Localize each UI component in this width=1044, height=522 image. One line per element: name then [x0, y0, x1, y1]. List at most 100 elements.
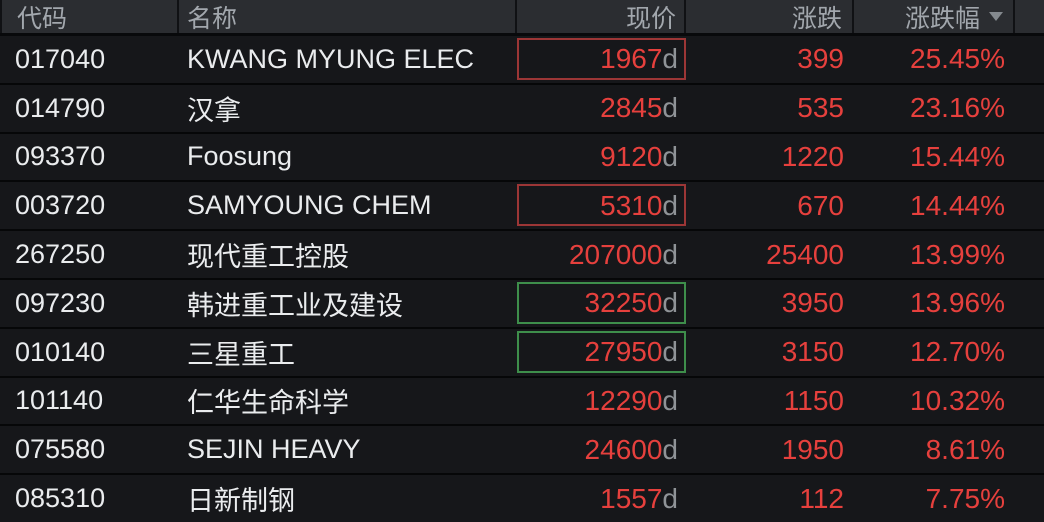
- row-spacer: [1015, 36, 1044, 83]
- table-row[interactable]: 267250 现代重工控股 207000 d 25400 13.99%: [0, 229, 1044, 278]
- stock-code: 075580: [15, 434, 106, 465]
- cell-change: 399: [686, 36, 854, 83]
- change-value: 112: [799, 482, 844, 514]
- price-suffix: d: [662, 43, 678, 75]
- table-row[interactable]: 014790 汉拿 2845 d 535 23.16%: [0, 82, 1044, 132]
- stock-code: 097230: [15, 287, 106, 318]
- stock-code: 267250: [15, 239, 106, 270]
- change-percent-value: 12.70%: [910, 336, 1005, 368]
- column-header-code[interactable]: 代码: [0, 0, 179, 33]
- column-header-change-percent[interactable]: 涨跌幅: [854, 0, 1015, 33]
- cell-current-price: 207000 d: [517, 231, 686, 278]
- table-row[interactable]: 097230 韩进重工业及建设 32250 d 3950 13.96%: [0, 277, 1044, 327]
- stock-name: KWANG MYUNG ELEC: [187, 43, 475, 74]
- change-value: 670: [797, 189, 844, 221]
- cell-change: 535: [686, 85, 854, 132]
- change-percent-value: 10.32%: [910, 384, 1005, 416]
- cell-stock-code: 014790: [0, 85, 179, 132]
- price-suffix: d: [662, 140, 678, 172]
- table-row[interactable]: 101140 仁华生命科学 12290 d 1150 10.32%: [0, 375, 1044, 425]
- current-price: 207000: [568, 238, 663, 270]
- cell-stock-name: 现代重工控股: [179, 231, 517, 278]
- cell-current-price: 1557 d: [517, 475, 686, 522]
- cell-current-price: 27950 d: [517, 329, 686, 376]
- stock-code: 101140: [15, 385, 104, 416]
- cell-change: 3150: [686, 329, 854, 376]
- cell-stock-name: 日新制钢: [179, 475, 517, 522]
- table-row[interactable]: 085310 日新制钢 1557 d 112 7.75%: [0, 473, 1044, 522]
- stock-name: 仁华生命科学: [187, 388, 349, 419]
- stock-code: 093370: [15, 141, 106, 172]
- change-percent-value: 7.75%: [925, 482, 1005, 514]
- cell-change-percent: 23.16%: [854, 85, 1015, 132]
- table-body: 017040 KWANG MYUNG ELEC 1967 d 399 25.45…: [0, 36, 1044, 522]
- row-spacer: [1015, 329, 1044, 376]
- column-header-change[interactable]: 涨跌: [686, 0, 854, 33]
- table-row[interactable]: 093370 Foosung 9120 d 1220 15.44%: [0, 131, 1044, 181]
- cell-stock-code: 267250: [0, 231, 179, 278]
- stock-name: 现代重工控股: [187, 242, 349, 273]
- change-value: 535: [797, 92, 844, 124]
- cell-change-percent: 10.32%: [854, 378, 1015, 425]
- cell-change: 1220: [686, 134, 854, 181]
- cell-current-price: 12290 d: [517, 378, 686, 425]
- cell-stock-code: 010140: [0, 329, 179, 376]
- table-row[interactable]: 017040 KWANG MYUNG ELEC 1967 d 399 25.45…: [0, 36, 1044, 83]
- change-value: 25400: [766, 238, 844, 270]
- current-price: 27950: [584, 336, 663, 368]
- stock-name: 三星重工: [187, 339, 295, 370]
- cell-change-percent: 15.44%: [854, 134, 1015, 181]
- cell-change-percent: 13.99%: [854, 231, 1015, 278]
- price-suffix: d: [662, 384, 678, 416]
- cell-stock-code: 017040: [0, 36, 179, 83]
- change-value: 1220: [781, 140, 844, 172]
- change-value: 399: [797, 43, 844, 75]
- cell-change-percent: 25.45%: [854, 36, 1015, 83]
- cell-change-percent: 7.75%: [854, 475, 1015, 522]
- cell-current-price: 2845 d: [517, 85, 686, 132]
- stock-name: Foosung: [187, 141, 293, 172]
- stock-name: 汉拿: [187, 95, 241, 126]
- stock-name: 韩进重工业及建设: [187, 290, 403, 321]
- price-suffix: d: [662, 238, 678, 270]
- cell-current-price: 5310 d: [517, 182, 686, 229]
- header-spacer: [1015, 0, 1044, 33]
- change-percent-value: 15.44%: [910, 140, 1005, 172]
- current-price: 32250: [584, 287, 663, 319]
- current-price: 24600: [584, 433, 663, 465]
- price-suffix: d: [662, 433, 678, 465]
- cell-stock-code: 085310: [0, 475, 179, 522]
- table-row[interactable]: 075580 SEJIN HEAVY 24600 d 1950 8.61%: [0, 424, 1044, 473]
- cell-stock-code: 003720: [0, 182, 179, 229]
- table-header: 代码 名称 现价 涨跌 涨跌幅: [0, 0, 1044, 36]
- change-percent-value: 13.96%: [910, 287, 1005, 319]
- column-header-name[interactable]: 名称: [179, 0, 517, 33]
- column-header-change-percent-label: 涨跌幅: [904, 4, 980, 33]
- stock-name: 日新制钢: [187, 486, 295, 517]
- cell-stock-code: 093370: [0, 134, 179, 181]
- cell-change-percent: 8.61%: [854, 426, 1015, 473]
- cell-change: 3950: [686, 280, 854, 327]
- row-spacer: [1015, 134, 1044, 181]
- column-header-price[interactable]: 现价: [517, 0, 686, 33]
- cell-stock-name: 汉拿: [179, 85, 517, 132]
- cell-stock-name: Foosung: [179, 134, 517, 181]
- current-price: 5310: [600, 189, 663, 221]
- cell-change-percent: 12.70%: [854, 329, 1015, 376]
- cell-stock-name: 三星重工: [179, 329, 517, 376]
- price-suffix: d: [662, 287, 678, 319]
- current-price: 1557: [600, 482, 663, 514]
- table-row[interactable]: 010140 三星重工 27950 d 3150 12.70%: [0, 326, 1044, 376]
- cell-stock-code: 075580: [0, 426, 179, 473]
- price-suffix: d: [662, 482, 678, 514]
- row-spacer: [1015, 426, 1044, 473]
- row-spacer: [1015, 475, 1044, 522]
- table-row[interactable]: 003720 SAMYOUNG CHEM 5310 d 670 14.44%: [0, 180, 1044, 229]
- sort-desc-icon: [989, 12, 1003, 21]
- cell-stock-name: SEJIN HEAVY: [179, 426, 517, 473]
- stock-name: SEJIN HEAVY: [187, 434, 361, 465]
- cell-change: 112: [686, 475, 854, 522]
- change-percent-value: 23.16%: [910, 92, 1005, 124]
- price-suffix: d: [662, 336, 678, 368]
